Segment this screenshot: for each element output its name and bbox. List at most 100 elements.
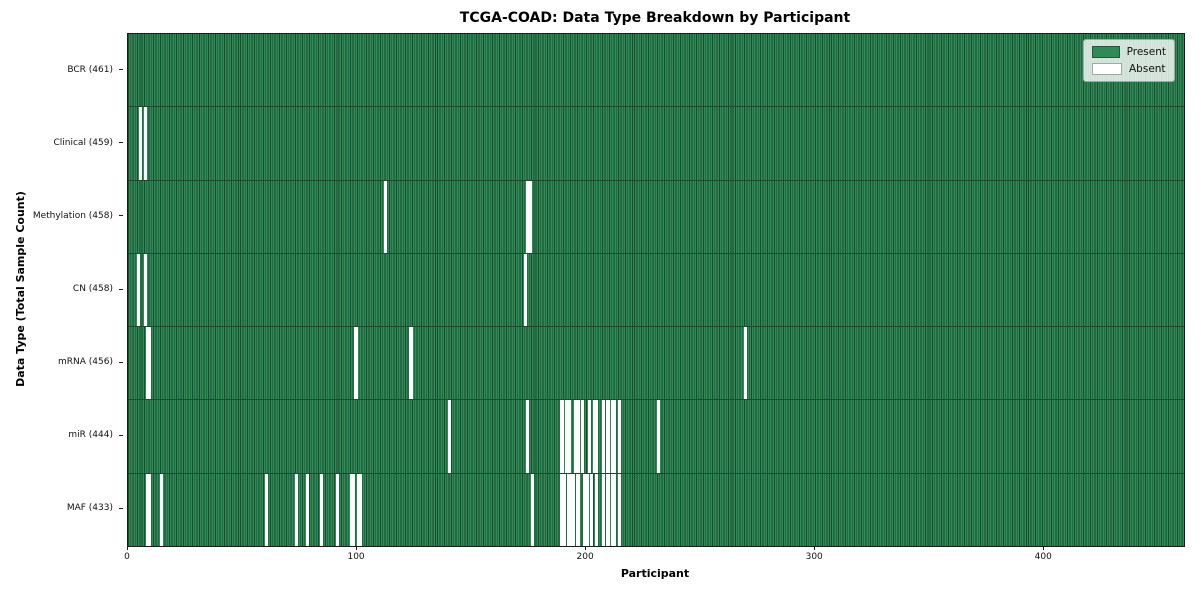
absent-marker <box>306 473 310 546</box>
x-tick-label: 300 <box>805 552 823 562</box>
absent-marker <box>294 473 298 546</box>
absent-marker <box>581 400 585 473</box>
absent-marker <box>148 473 152 546</box>
absent-marker <box>610 400 615 473</box>
legend: Present Absent <box>1083 39 1175 82</box>
legend-label-present: Present <box>1126 46 1166 58</box>
x-tick-mark <box>127 546 128 550</box>
absent-marker <box>617 400 621 473</box>
absent-marker <box>610 473 615 546</box>
absent-marker <box>576 473 580 546</box>
absent-marker <box>264 473 269 546</box>
absent-marker <box>606 473 610 546</box>
absent-marker <box>354 327 358 400</box>
x-tick-mark <box>356 546 358 550</box>
y-axis-ticks: BCR (461) Clinical (459) Methylation (458)… <box>0 33 123 545</box>
y-tick-mark <box>119 215 123 217</box>
absent-marker <box>526 180 530 253</box>
absent-marker <box>351 473 356 546</box>
absent-marker <box>530 473 534 546</box>
absent-marker <box>583 473 587 546</box>
y-tick-mark <box>119 361 123 363</box>
heatmap-row-bcr <box>128 34 1184 108</box>
y-tick-label: BCR (461) <box>67 64 113 75</box>
absent-marker <box>143 107 147 180</box>
x-tick-label: 200 <box>576 552 594 562</box>
absent-marker <box>601 400 605 473</box>
x-tick-mark <box>814 546 816 550</box>
absent-marker <box>656 400 660 473</box>
x-axis-ticks: 0 100 200 300 400 <box>124 546 1183 566</box>
y-tick-mark <box>119 288 123 290</box>
absent-marker <box>743 327 747 400</box>
absent-marker <box>319 473 324 546</box>
absent-marker <box>594 400 599 473</box>
absent-marker <box>594 473 599 546</box>
absent-marker <box>136 253 140 327</box>
absent-marker <box>574 400 578 473</box>
y-tick-label: Clinical (459) <box>53 137 113 148</box>
absent-marker <box>613 473 617 546</box>
absent-marker <box>590 473 594 546</box>
absent-marker <box>617 473 621 546</box>
absent-marker <box>145 473 150 546</box>
y-tick-mark <box>119 434 123 436</box>
legend-item-absent: Absent <box>1092 63 1166 75</box>
absent-marker <box>356 473 360 546</box>
absent-marker <box>562 473 566 546</box>
y-tick-mark <box>119 507 123 509</box>
present-swatch-icon <box>1092 46 1120 58</box>
heatmap-row-methylation <box>128 180 1184 254</box>
absent-marker <box>349 473 353 546</box>
legend-label-absent: Absent <box>1129 63 1166 75</box>
absent-marker <box>148 327 152 400</box>
heatmap-row-mir <box>128 400 1184 474</box>
absent-marker <box>526 400 530 473</box>
y-tick-label: Methylation (458) <box>32 210 113 221</box>
legend-item-present: Present <box>1092 46 1166 58</box>
absent-marker <box>565 400 569 473</box>
x-tick-label: 400 <box>1034 552 1052 562</box>
absent-marker <box>143 253 147 327</box>
absent-marker <box>585 473 589 546</box>
absent-marker <box>571 473 576 546</box>
absent-marker <box>560 400 564 473</box>
x-axis-label: Participant <box>620 567 690 580</box>
chart-title: TCGA-COAD: Data Type Breakdown by Partic… <box>459 10 851 26</box>
absent-marker <box>560 473 564 546</box>
y-tick-label: miR (444) <box>68 430 113 441</box>
y-tick-label: mRNA (456) <box>58 357 113 368</box>
y-tick-label: CN (458) <box>72 284 113 294</box>
x-tick-label: 0 <box>124 552 130 562</box>
y-tick-label: MAF (433) <box>66 503 113 514</box>
absent-marker <box>601 473 605 546</box>
absent-marker <box>592 400 596 473</box>
absent-marker <box>358 473 363 546</box>
absent-marker <box>613 400 617 473</box>
plot-area <box>127 33 1185 547</box>
x-tick-mark <box>1043 546 1045 550</box>
heatmap-row-cn <box>128 253 1184 328</box>
absent-marker <box>409 327 413 400</box>
absent-marker <box>145 327 150 400</box>
absent-marker <box>606 400 610 473</box>
absent-marker <box>138 107 143 180</box>
x-tick-mark <box>585 546 587 550</box>
absent-marker <box>587 400 592 473</box>
absent-marker <box>567 473 571 546</box>
heatmap-row-clinical <box>128 107 1184 181</box>
heatmap-row-mrna <box>128 327 1184 401</box>
absent-marker <box>448 400 452 473</box>
absent-marker <box>159 473 163 546</box>
heatmap-row-maf <box>128 473 1184 546</box>
absent-marker <box>528 180 532 253</box>
y-tick-mark <box>119 69 123 71</box>
absent-marker <box>567 400 571 473</box>
absent-marker <box>523 253 528 327</box>
absent-marker <box>335 473 340 546</box>
absent-marker <box>569 473 573 546</box>
absent-swatch-icon <box>1092 63 1122 75</box>
x-tick-label: 100 <box>347 552 365 562</box>
y-tick-mark <box>119 142 123 144</box>
